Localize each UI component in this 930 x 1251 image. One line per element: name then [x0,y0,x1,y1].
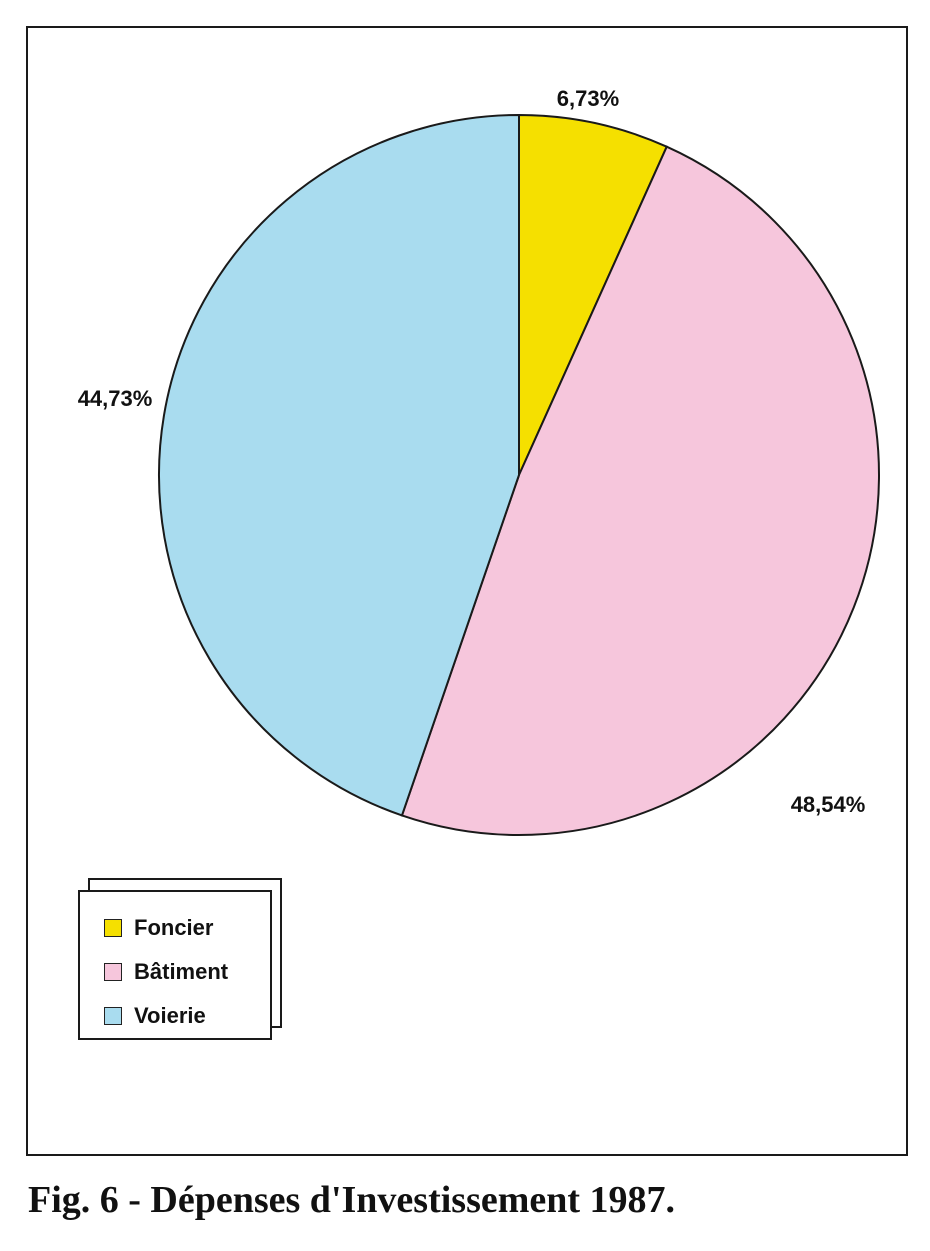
legend-item-voierie: Voierie [80,994,270,1038]
pie-slice-voierie [158,113,520,817]
legend-label-batiment: Bâtiment [134,959,229,984]
legend-swatch-batiment [104,963,122,981]
figure-frame [26,26,908,1156]
legend-item-batiment: Bâtiment [80,950,270,994]
figure-caption: Fig. 6 - Dépenses d'Investissement 1987. [28,1179,676,1221]
legend-swatch-voierie [104,1007,122,1025]
pie-labels: 6,73% 48,54% 44,73% [78,86,866,817]
pie-slice-foncier [518,113,669,476]
pie-slice-btiment [400,145,880,836]
pie-label-btiment: 48,54% [791,792,866,817]
pie-label-voierie: 44,73% [78,386,153,411]
legend-item-foncier: Foncier [80,906,270,950]
legend-label-voierie: Voierie [134,1003,206,1028]
legend-label-foncier: Foncier [134,915,214,940]
pie-label-foncier: 6,73% [557,86,619,111]
legend: Foncier Bâtiment Voierie [78,890,272,1040]
pie-slices [158,113,880,836]
legend-swatch-foncier [104,919,122,937]
